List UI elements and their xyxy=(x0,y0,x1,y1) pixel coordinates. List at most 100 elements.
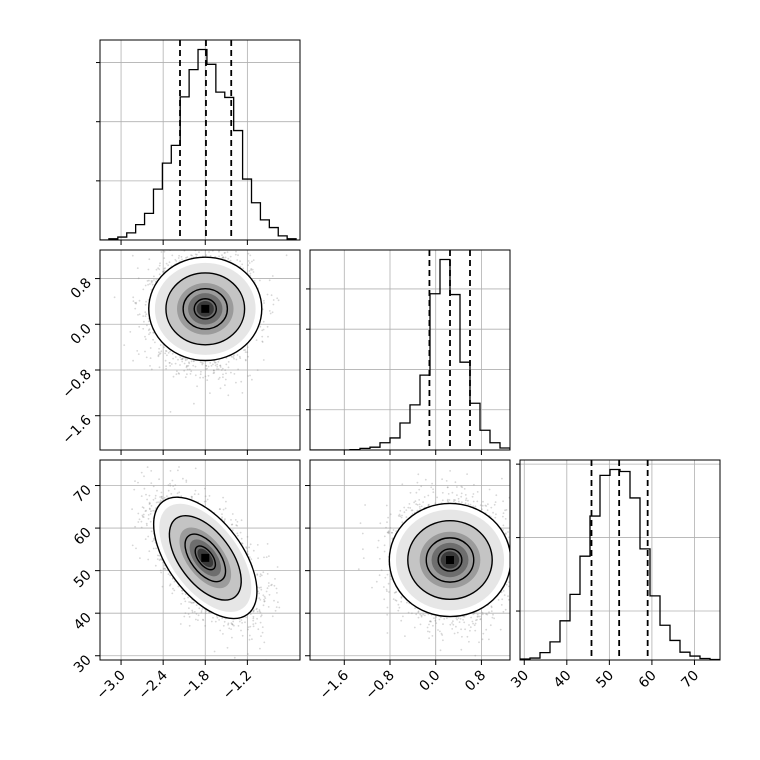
sample-point xyxy=(158,351,160,354)
sample-point xyxy=(208,251,210,253)
sample-point xyxy=(267,335,269,338)
sample-point xyxy=(219,364,222,367)
sample-point xyxy=(214,361,217,364)
sample-point xyxy=(229,255,232,258)
sample-point xyxy=(261,340,264,343)
sample-point xyxy=(166,354,168,357)
sample-point xyxy=(242,245,244,247)
sample-point xyxy=(153,279,155,281)
sample-point xyxy=(221,247,223,249)
sample-point xyxy=(148,279,150,282)
sample-point xyxy=(244,351,247,353)
sample-point xyxy=(144,350,146,353)
sample-point xyxy=(185,366,188,369)
sample-point xyxy=(252,259,255,261)
sample-point xyxy=(219,364,222,367)
sample-point xyxy=(181,258,183,261)
sample-point xyxy=(213,369,215,372)
sample-point xyxy=(222,256,225,258)
sample-point xyxy=(249,374,251,377)
sample-point xyxy=(142,315,145,317)
sample-point xyxy=(129,331,132,333)
sample-point xyxy=(252,271,255,273)
sample-point xyxy=(188,368,191,371)
sample-point xyxy=(174,356,177,358)
sample-point xyxy=(239,357,242,359)
sample-point xyxy=(218,255,221,258)
sample-point xyxy=(244,358,247,361)
sample-point xyxy=(180,256,183,258)
sample-point xyxy=(186,365,189,367)
sample-point xyxy=(263,299,265,302)
sample-point xyxy=(145,313,148,315)
sample-point xyxy=(179,241,181,243)
sample-point xyxy=(168,261,171,264)
sample-point xyxy=(169,350,172,353)
sample-point xyxy=(225,363,228,366)
sample-point xyxy=(285,254,288,257)
sample-point xyxy=(225,248,227,250)
sample-point xyxy=(224,378,227,381)
sample-point xyxy=(217,378,220,380)
sample-point xyxy=(233,357,235,360)
sample-point xyxy=(184,357,187,360)
sample-point xyxy=(144,315,147,317)
sample-point xyxy=(224,251,226,254)
sample-point xyxy=(194,365,197,368)
sample-point xyxy=(138,299,141,302)
sample-point xyxy=(185,256,187,259)
sample-point xyxy=(207,365,210,368)
sample-point xyxy=(163,267,166,270)
sample-point xyxy=(154,341,156,344)
sample-point xyxy=(138,325,141,328)
sample-point xyxy=(157,355,160,358)
sample-point xyxy=(246,346,249,349)
panel-border xyxy=(519,459,721,661)
sample-point xyxy=(227,366,230,369)
sample-point xyxy=(249,272,252,275)
sample-point xyxy=(249,254,252,257)
sample-point xyxy=(190,254,193,257)
sample-point xyxy=(155,268,158,271)
sample-point xyxy=(236,259,239,261)
sample-point xyxy=(224,245,226,247)
sample-point xyxy=(132,296,135,299)
sample-point xyxy=(206,237,208,239)
sample-point xyxy=(191,241,193,243)
sample-point xyxy=(233,373,236,375)
sample-point xyxy=(147,283,150,286)
sample-point xyxy=(164,267,167,269)
sample-point xyxy=(236,354,239,356)
sample-point xyxy=(221,367,224,370)
sample-point xyxy=(217,360,220,363)
sample-point xyxy=(226,251,229,254)
sample-point xyxy=(234,253,237,256)
sample-point xyxy=(209,244,211,246)
sample-point xyxy=(159,344,162,346)
sample-point xyxy=(144,303,147,306)
sample-point xyxy=(160,251,163,253)
sample-point xyxy=(214,364,217,367)
sample-point xyxy=(158,366,161,369)
sample-point xyxy=(231,247,233,249)
sample-point xyxy=(251,378,253,381)
sample-point xyxy=(213,243,215,245)
sample-point xyxy=(165,350,167,352)
sample-point xyxy=(163,250,166,253)
sample-point xyxy=(227,361,230,363)
sample-point xyxy=(222,256,225,259)
sample-point xyxy=(220,246,222,248)
sample-point xyxy=(136,267,139,269)
sample-point xyxy=(221,256,224,259)
sample-point xyxy=(188,361,190,364)
sample-point xyxy=(183,362,186,365)
sample-point xyxy=(151,283,154,286)
sample-point xyxy=(239,265,242,268)
sample-point xyxy=(178,373,181,375)
sample-point xyxy=(250,268,253,270)
sample-point xyxy=(202,246,204,248)
sample-point xyxy=(193,402,195,405)
sample-point xyxy=(190,360,193,363)
sample-point xyxy=(152,338,155,341)
sample-point xyxy=(198,243,200,245)
